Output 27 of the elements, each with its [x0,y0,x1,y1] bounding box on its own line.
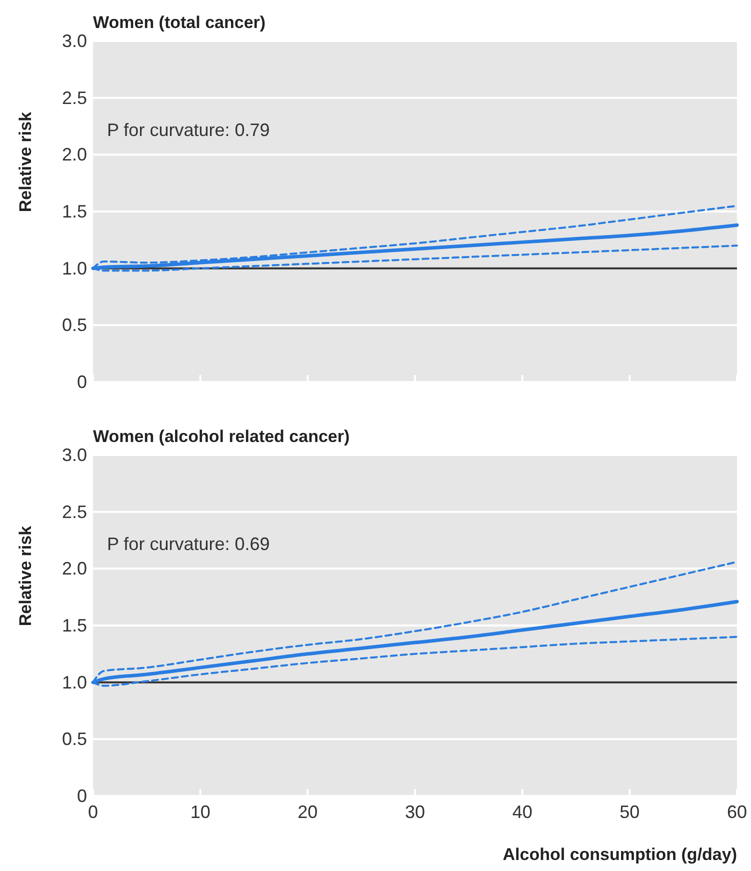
chart-title: Women (alcohol related cancer) [93,427,350,446]
y-tick-label: 1.0 [62,258,87,278]
chart-title: Women (total cancer) [93,13,266,32]
y-tick-label: 1.5 [62,616,87,636]
x-tick-label: 10 [190,802,210,822]
y-tick-label: 0 [76,372,87,392]
x-tick-label: 60 [726,802,748,822]
x-tick-label: 50 [620,802,640,822]
y-tick-label: 2.0 [62,558,87,579]
annotation: P for curvature: 0.69 [107,534,270,554]
x-tick-label: 40 [512,802,532,822]
y-tick-label: 0 [76,786,87,806]
y-tick-label: 2.0 [62,144,87,165]
y-tick-label: 3.0 [62,445,87,465]
y-tick-label: 2.5 [62,88,87,108]
y-tick-label: 0.5 [62,315,87,336]
y-tick-label: 1.0 [62,672,87,692]
annotation: P for curvature: 0.79 [107,120,270,140]
x-axis-title: Alcohol consumption (g/day) [502,845,737,864]
y-tick-label: 3.0 [62,31,87,51]
y-axis-title: Relative risk [16,525,35,626]
y-axis-title: Relative risk [16,111,35,212]
x-tick-label: 30 [404,802,426,822]
y-tick-label: 2.5 [62,502,87,522]
x-tick-label: 20 [298,802,318,822]
y-tick-label: 1.5 [62,202,87,222]
y-tick-label: 0.5 [62,729,87,750]
